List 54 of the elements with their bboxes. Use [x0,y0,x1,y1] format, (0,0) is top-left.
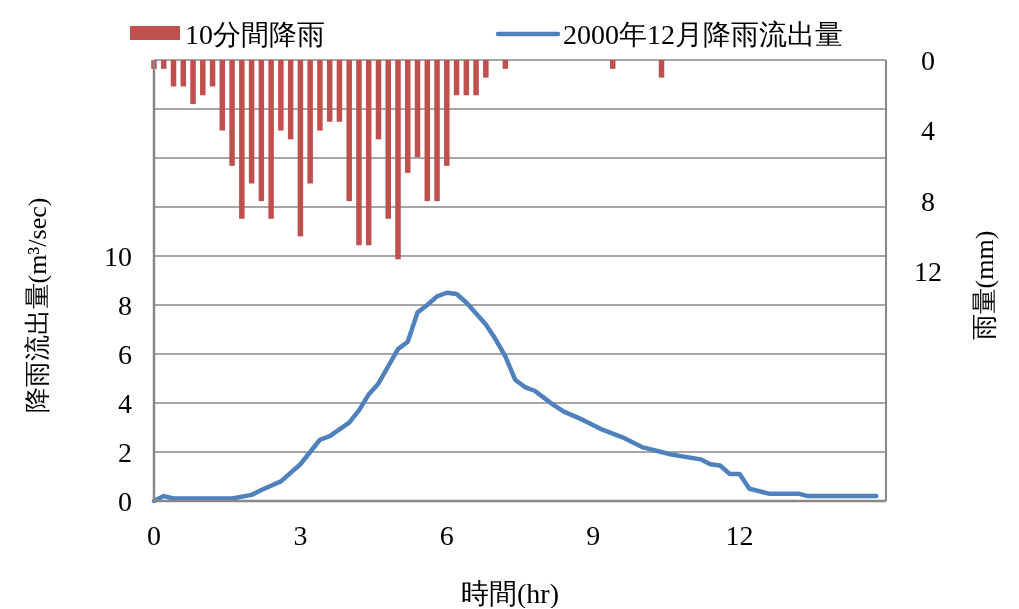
bar [444,60,450,166]
x-tick-label: 9 [586,520,601,551]
bar [219,60,226,131]
y2-axis-title: 雨量(mm) [970,230,999,341]
bar [424,60,431,202]
bar [326,60,333,122]
bar [307,60,313,184]
bar [395,60,401,260]
y-tick-label: 0 [118,485,132,517]
y-tick-label: 6 [118,338,132,370]
y2-tick-label: 0 [921,44,935,76]
bar [365,60,372,246]
bar [453,60,460,96]
bar [317,60,323,131]
x-tick-label: 12 [725,520,754,551]
bar [375,60,382,140]
bar [356,60,362,246]
y-tick-label: 2 [118,436,132,468]
bar [229,60,235,166]
bar [609,60,616,69]
bar [385,60,391,219]
bar [258,60,265,202]
y-tick-label: 10 [104,240,132,272]
legend-label: 10分間降雨 [185,19,325,50]
bar [278,60,284,131]
bar [658,60,665,78]
bar [268,60,274,219]
line-series [151,290,879,504]
bar [346,60,352,202]
bar [473,60,479,96]
bar [239,60,245,219]
y2-tick-label: 8 [921,185,935,217]
bar [336,60,343,122]
bar [200,60,206,96]
bar [405,60,411,173]
bar [161,60,167,69]
bar [502,60,509,69]
x-tick-label: 6 [439,520,454,551]
bar [287,60,294,140]
x-tick-label: 0 [147,520,161,551]
bar [483,60,489,78]
legend-label: 2000年12月降雨流出量 [563,19,843,50]
bar [434,60,440,202]
bar [414,60,421,158]
y2-tick-label: 12 [914,256,942,288]
bar [248,60,255,184]
bar [190,60,196,105]
bar [463,60,470,96]
y-axis-title: 降雨流出量(m³/sec) [23,197,52,414]
y-tick-label: 4 [118,387,132,419]
y-tick-label: 8 [118,289,132,321]
bar [297,60,304,237]
y2-tick-label: 4 [921,115,935,147]
x-tick-label: 3 [293,520,308,551]
